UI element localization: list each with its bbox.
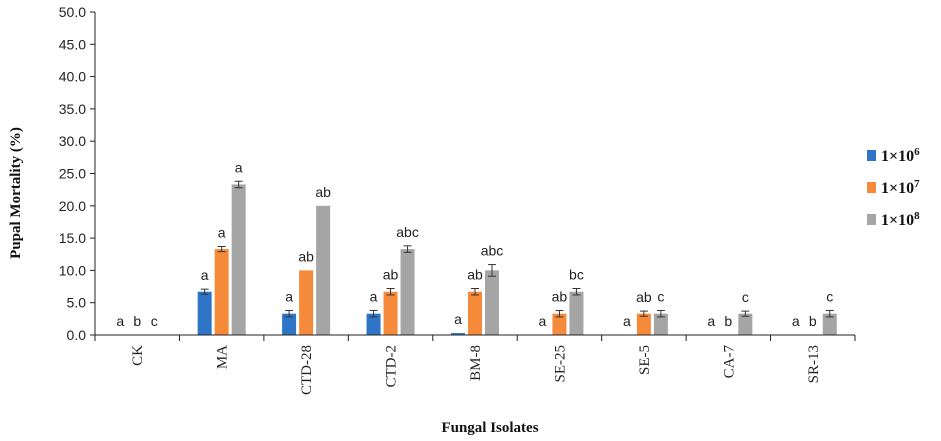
significance-letter: ab	[383, 266, 399, 282]
legend: 1×106 1×107 1×108	[867, 146, 920, 229]
x-tick-label: MA	[215, 345, 231, 369]
significance-letter: c	[826, 288, 833, 304]
significance-letter: a	[116, 313, 124, 329]
y-axis-title: Pupal Mortality (%)	[8, 127, 24, 259]
y-tick-label: 5.0	[67, 295, 87, 311]
significance-letter: ab	[315, 184, 331, 200]
bar	[197, 291, 212, 335]
significance-letter: c	[657, 288, 664, 304]
significance-letter: b	[809, 313, 817, 329]
significance-letter: ab	[552, 288, 568, 304]
significance-letter: ab	[467, 266, 483, 282]
bar	[485, 270, 499, 335]
bar	[400, 249, 415, 335]
y-tick-label: 40.0	[59, 69, 86, 85]
x-tick-label: BM-8	[468, 345, 484, 381]
bar	[451, 333, 465, 335]
legend-label: 1×108	[881, 210, 920, 229]
significance-letter: b	[724, 313, 732, 329]
x-tick-label: CK	[130, 345, 146, 366]
significance-letter: a	[370, 288, 378, 304]
bar	[316, 205, 331, 335]
y-tick-label: 20.0	[59, 198, 86, 214]
significance-letter: c	[151, 313, 158, 329]
significance-letter: a	[201, 267, 209, 283]
significance-letter: a	[539, 313, 547, 329]
x-tick-label: CA-7	[721, 345, 737, 379]
x-tick-label: SR-13	[806, 345, 822, 383]
legend-swatch	[867, 150, 876, 161]
bar	[569, 291, 584, 335]
y-tick-label: 0.0	[67, 327, 87, 343]
y-axis-ticks: 0.0 5.0 10.0 15.0 20.0 25.0 30.0 35.0 40.0 45.0 50…	[59, 4, 95, 343]
y-tick-label: 35.0	[59, 101, 86, 117]
x-axis-title: Fungal Isolates	[441, 420, 538, 436]
y-tick-label: 10.0	[59, 262, 86, 278]
legend-swatch	[867, 214, 876, 225]
bar	[366, 313, 381, 335]
x-tick-label: SE-5	[637, 345, 653, 375]
significance-letter: abc	[396, 224, 419, 240]
legend-swatch	[867, 182, 876, 193]
x-tick-label: CTD-2	[384, 345, 400, 388]
significance-letter: a	[235, 159, 243, 175]
bar	[299, 270, 314, 335]
significance-letter: a	[707, 313, 715, 329]
bar	[738, 313, 753, 335]
significance-letter: b	[133, 313, 141, 329]
bar	[552, 313, 567, 335]
significance-letter: abc	[481, 243, 504, 259]
y-tick-label: 45.0	[59, 36, 86, 52]
significance-letter: c	[742, 289, 749, 305]
significance-letter: a	[792, 313, 800, 329]
significance-letter: a	[623, 313, 631, 329]
y-tick-label: 15.0	[59, 230, 86, 246]
y-tick-label: 30.0	[59, 133, 86, 149]
bars	[197, 180, 837, 335]
y-tick-label: 25.0	[59, 166, 86, 182]
significance-letter: a	[285, 288, 293, 304]
legend-label: 1×106	[881, 146, 920, 165]
bar	[653, 313, 668, 335]
bar	[636, 313, 651, 335]
significance-letter: a	[218, 224, 226, 240]
significance-letter: bc	[569, 266, 584, 282]
legend-label: 1×107	[881, 178, 920, 197]
bar	[822, 313, 837, 335]
significance-letter: a	[454, 311, 462, 327]
bar	[214, 249, 229, 335]
significance-letter: ab	[298, 248, 314, 264]
significance-letter: ab	[636, 289, 652, 305]
bar	[468, 291, 482, 335]
bar	[383, 291, 398, 335]
bar	[282, 313, 297, 335]
x-axis-ticks: CK MA CTD-28 CTD-2 BM-8 SE-25 SE-5 CA-7 SR-13	[94, 335, 856, 395]
x-tick-label: CTD-28	[299, 345, 315, 395]
x-tick-label: SE-25	[552, 345, 568, 383]
y-tick-label: 50.0	[59, 4, 86, 20]
bar	[231, 184, 246, 335]
